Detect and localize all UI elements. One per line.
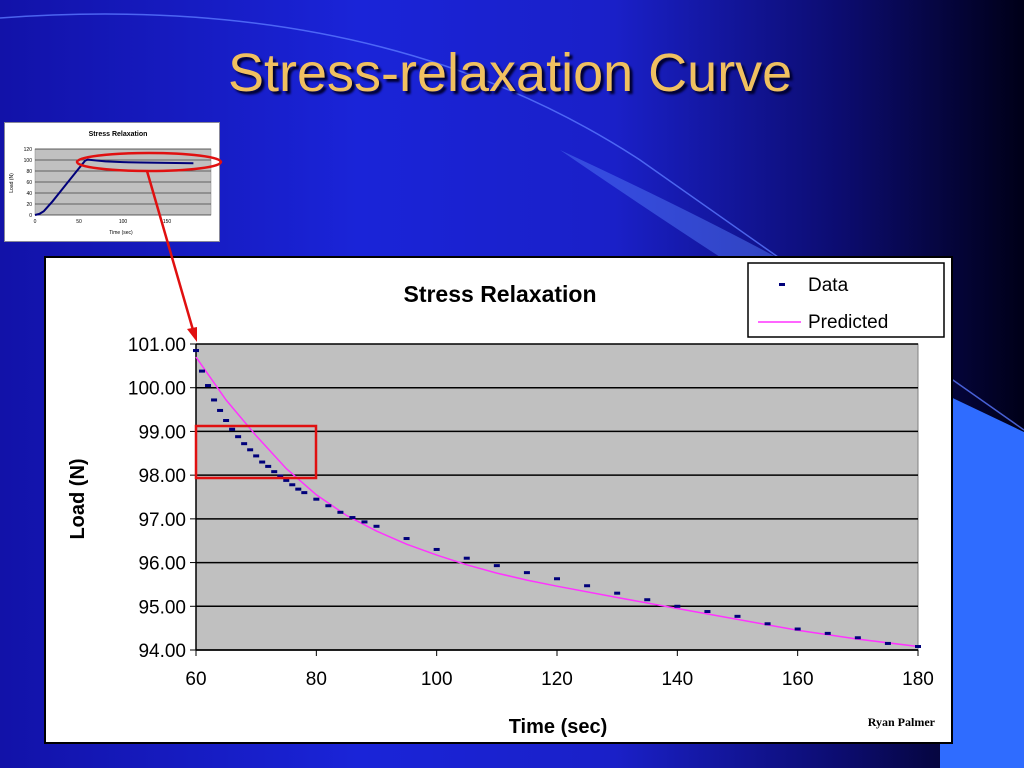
x-tick-label: 140 — [661, 669, 693, 690]
legend-data-label: Data — [808, 275, 849, 296]
data-point — [325, 504, 332, 508]
x-tick-label: 60 — [185, 669, 206, 690]
thumbnail-x-tick-label: 100 — [119, 219, 128, 225]
thumbnail-y-axis-label: Load (N) — [9, 173, 15, 193]
author-credit: Ryan Palmer — [868, 715, 936, 729]
legend: Data Predicted — [747, 262, 945, 338]
data-point — [259, 460, 266, 464]
data-point — [265, 464, 272, 468]
data-point — [493, 564, 500, 568]
main-chart-title: Stress Relaxation — [403, 281, 596, 307]
y-tick-label: 97.00 — [138, 510, 186, 531]
data-point — [734, 614, 741, 618]
legend-box — [747, 262, 945, 338]
plot-area — [195, 343, 919, 651]
data-point — [554, 577, 560, 581]
data-point — [199, 369, 206, 373]
thumbnail-chart: Stress Relaxation Time (sec) Load (N) 0 2… — [4, 122, 220, 242]
data-point — [523, 571, 530, 575]
data-point — [349, 516, 356, 520]
y-tick-label: 96.00 — [138, 554, 186, 575]
thumbnail-x-tick-label: 0 — [34, 219, 37, 225]
x-axis-label: Time (sec) — [509, 716, 608, 738]
thumbnail-y-tick-label: 100 — [24, 158, 33, 164]
data-point — [764, 622, 771, 626]
data-point — [253, 454, 260, 458]
data-point — [854, 636, 861, 640]
data-point — [584, 584, 591, 588]
thumbnail-y-tick-label: 80 — [26, 169, 32, 175]
thumbnail-x-axis-label: Time (sec) — [109, 230, 133, 236]
data-point — [217, 408, 224, 412]
x-tick-label: 80 — [306, 669, 327, 690]
data-point — [289, 483, 296, 487]
data-point — [211, 398, 218, 402]
data-point — [235, 435, 242, 439]
x-tick-label: 100 — [421, 669, 453, 690]
data-point — [884, 641, 891, 645]
legend-predicted-label: Predicted — [808, 312, 888, 333]
y-tick-label: 94.00 — [138, 641, 186, 662]
y-tick-label: 100.00 — [128, 379, 186, 400]
thumbnail-y-tick-label: 60 — [26, 180, 32, 186]
x-tick-label: 120 — [541, 669, 573, 690]
legend-data-marker — [779, 283, 785, 286]
thumbnail-y-tick-label: 20 — [26, 202, 32, 208]
data-point — [247, 448, 254, 452]
main-chart-svg: Stress Relaxation Time (sec) Load (N) 94… — [67, 262, 945, 738]
data-point — [337, 510, 344, 514]
data-point — [277, 474, 284, 478]
x-tick-label: 180 — [902, 669, 934, 690]
data-point — [361, 520, 368, 524]
thumbnail-x-tick-label: 150 — [163, 219, 172, 225]
decor-swoosh — [560, 150, 800, 270]
data-point — [644, 598, 651, 602]
y-tick-label: 101.00 — [128, 335, 186, 356]
data-point — [704, 610, 711, 614]
data-point — [223, 419, 230, 422]
y-tick-label: 99.00 — [138, 422, 186, 443]
thumbnail-y-tick-label: 120 — [24, 147, 33, 153]
data-point — [301, 491, 308, 495]
thumbnail-chart-title: Stress Relaxation — [89, 131, 148, 138]
data-point — [674, 604, 681, 608]
data-point — [313, 497, 320, 501]
data-point — [295, 487, 302, 491]
y-tick-label: 98.00 — [138, 466, 186, 487]
thumbnail-y-tick-label: 0 — [29, 213, 32, 219]
data-point — [403, 537, 410, 541]
data-point — [193, 349, 199, 353]
slide-title: Stress-relaxation Curve — [228, 43, 793, 103]
data-point — [915, 645, 921, 649]
data-point — [614, 591, 621, 595]
y-axis-label: Load (N) — [67, 458, 89, 539]
x-tick-label: 160 — [782, 669, 814, 690]
main-plot-group: 94.00 95.00 96.00 97.00 98.00 99.00 100.00 101.… — [128, 335, 934, 690]
data-point — [824, 631, 831, 635]
data-point — [433, 547, 440, 551]
data-point — [283, 478, 290, 482]
data-point — [794, 627, 801, 631]
data-point — [241, 442, 248, 446]
thumbnail-x-tick-label: 50 — [76, 219, 82, 225]
data-point — [463, 556, 470, 560]
data-point — [271, 470, 278, 474]
thumbnail-chart-svg: Stress Relaxation Time (sec) Load (N) 0 2… — [9, 131, 212, 236]
thumbnail-y-tick-label: 40 — [26, 191, 32, 197]
data-point — [373, 524, 380, 528]
data-point — [229, 427, 236, 431]
decor-right-panel — [940, 392, 1024, 768]
main-chart-panel: Stress Relaxation Time (sec) Load (N) 94… — [44, 256, 953, 744]
y-tick-label: 95.00 — [138, 597, 186, 618]
data-point — [205, 384, 212, 388]
